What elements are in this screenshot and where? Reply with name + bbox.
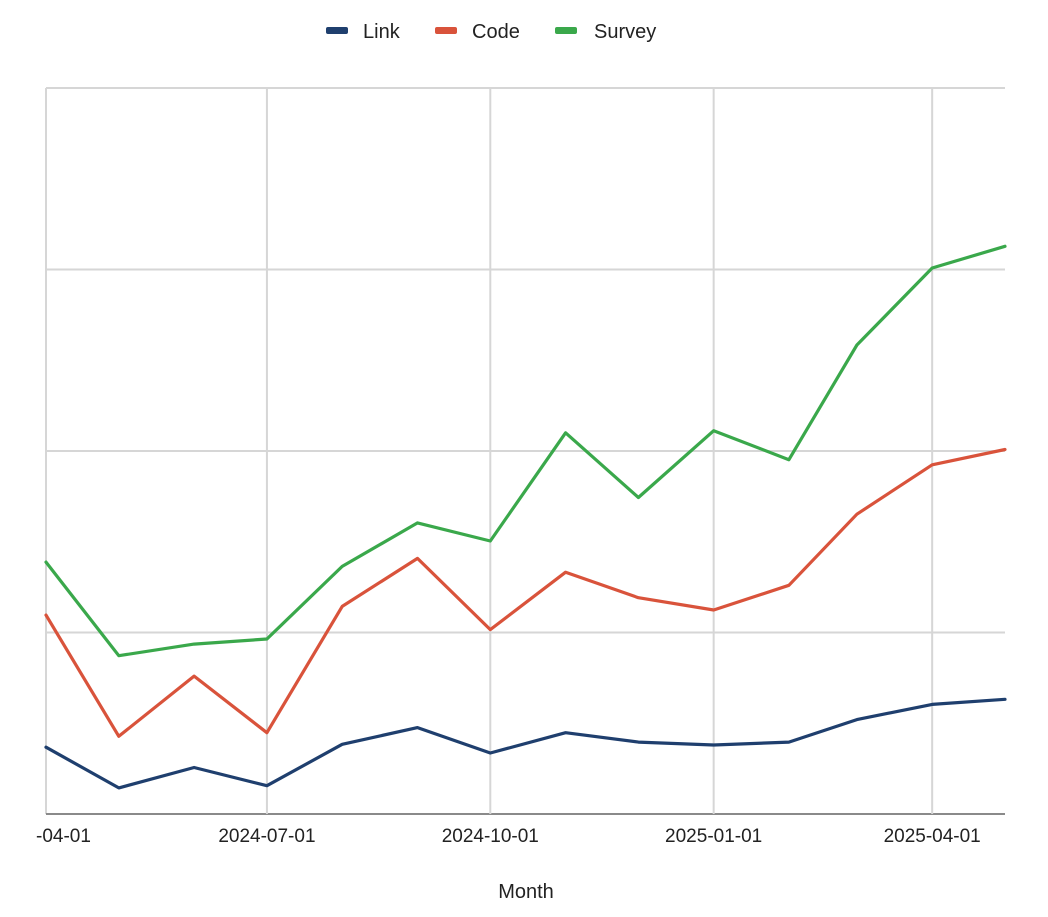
x-tick-label-5: 2025-04-01	[884, 826, 981, 847]
x-tick-label-1: -04-01	[36, 826, 91, 847]
series-line-code	[44, 447, 1007, 738]
x-axis-title: Month	[498, 881, 554, 903]
x-tick-label-3: 2024-10-01	[442, 826, 539, 847]
series-line-survey	[44, 244, 1007, 658]
x-tick-labels: -04-01 2024-07-01 2024-10-01 2025-01-01 2025…	[36, 826, 981, 847]
legend-label-code: Code	[472, 21, 520, 43]
grid	[45, 87, 1005, 815]
series-line-link	[44, 697, 1007, 790]
legend-swatch-code	[435, 27, 457, 34]
x-tick-label-4: 2025-01-01	[665, 826, 762, 847]
legend-swatch-link	[326, 27, 348, 34]
legend-swatch-survey	[555, 27, 577, 34]
x-tick-label-2: 2024-07-01	[218, 826, 315, 847]
series-lines	[44, 244, 1007, 790]
legend: Link Code Survey	[326, 21, 656, 43]
legend-label-link: Link	[363, 21, 401, 43]
legend-label-survey: Survey	[594, 21, 656, 43]
